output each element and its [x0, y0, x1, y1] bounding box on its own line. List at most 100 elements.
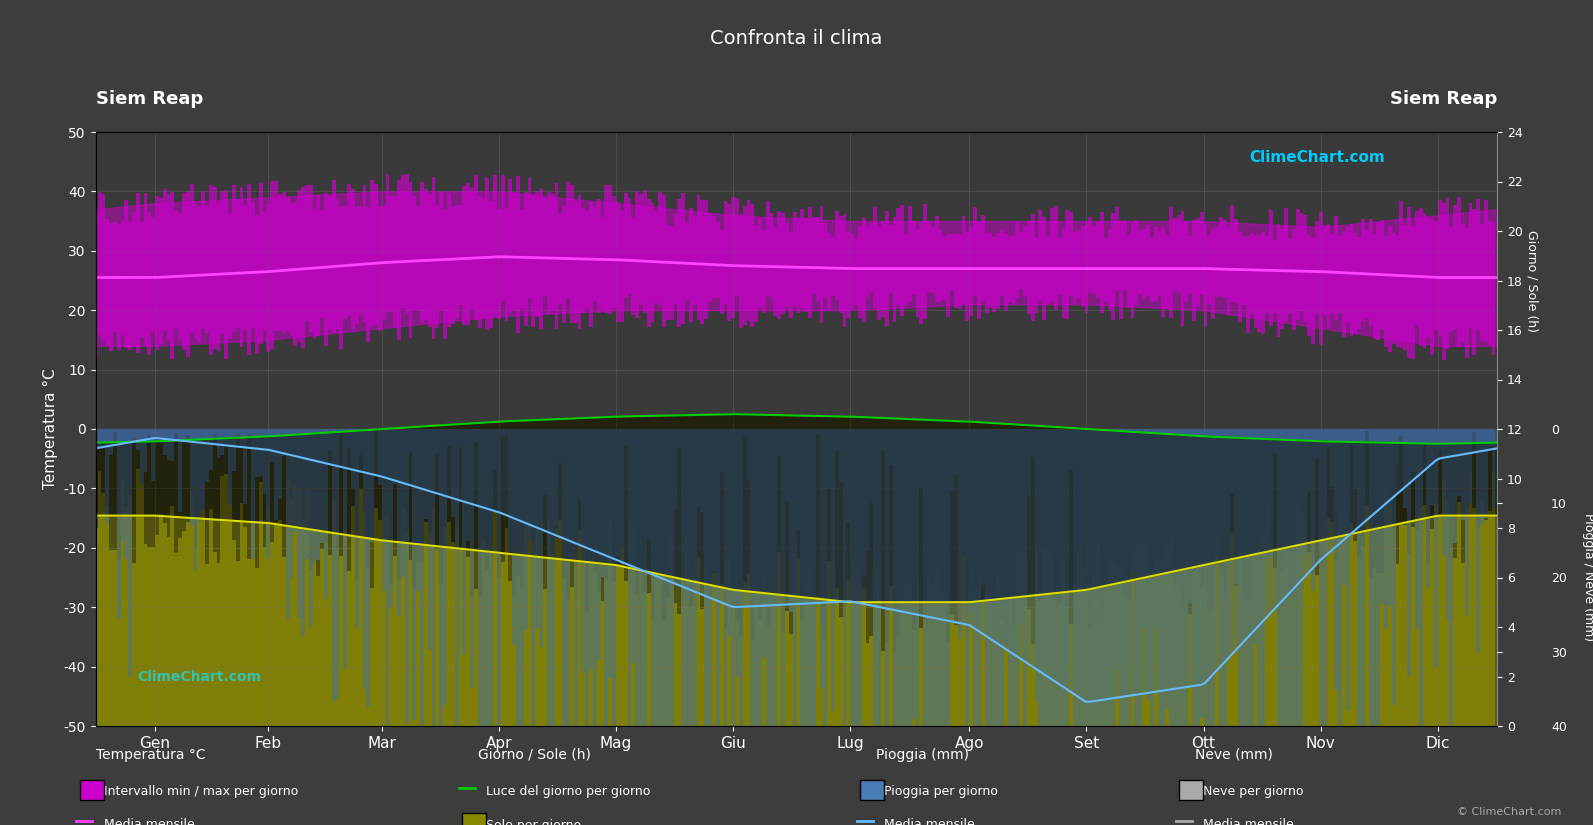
Bar [734, 414, 739, 621]
Bar [279, 194, 282, 331]
Bar [1015, 429, 1020, 726]
Bar [178, 429, 182, 512]
Bar [1004, 424, 1008, 645]
Bar [408, 560, 413, 726]
Bar [984, 429, 989, 726]
Bar [1180, 211, 1185, 326]
Text: Pioggia (mm): Pioggia (mm) [876, 748, 969, 762]
Bar [604, 417, 609, 580]
Bar [113, 222, 116, 332]
Bar [854, 238, 859, 305]
Bar [1480, 429, 1485, 524]
Bar [220, 191, 225, 333]
Bar [1284, 429, 1289, 726]
Bar [1230, 437, 1235, 532]
Bar [473, 175, 478, 320]
Bar [628, 429, 631, 726]
Bar [1346, 530, 1349, 726]
Bar [1265, 429, 1270, 558]
Bar [108, 442, 113, 549]
Bar [429, 426, 432, 532]
Bar [167, 429, 170, 460]
Bar [1085, 429, 1088, 726]
Bar [116, 442, 121, 559]
Bar [186, 440, 190, 522]
Bar [508, 421, 513, 581]
Bar [538, 420, 543, 527]
Bar [151, 217, 155, 332]
Bar [1227, 558, 1230, 726]
Bar [981, 601, 984, 726]
Bar [323, 429, 328, 599]
Bar [900, 429, 905, 726]
Bar [1164, 544, 1169, 726]
Bar [233, 438, 236, 540]
Bar [1300, 512, 1303, 726]
Bar [178, 441, 182, 538]
Bar [132, 563, 135, 726]
Bar [1077, 232, 1080, 298]
Bar [1442, 480, 1445, 726]
Bar [486, 422, 489, 570]
Bar [682, 415, 685, 580]
Bar [927, 420, 930, 578]
Bar [320, 549, 323, 726]
Bar [946, 429, 949, 726]
Bar [715, 414, 720, 573]
Bar [382, 429, 386, 592]
Bar [320, 433, 323, 549]
Bar [1360, 219, 1365, 321]
Bar [616, 563, 620, 726]
Bar [1142, 432, 1145, 537]
Bar [981, 422, 984, 601]
Bar [1211, 429, 1215, 726]
Bar [350, 429, 355, 488]
Bar [1115, 207, 1120, 291]
Bar [562, 419, 566, 578]
Bar [244, 437, 247, 527]
Bar [220, 438, 225, 475]
Bar [612, 582, 616, 726]
Bar [473, 589, 478, 726]
Bar [1085, 429, 1088, 583]
Bar [943, 236, 946, 299]
Bar [878, 429, 881, 726]
Bar [789, 232, 793, 318]
Bar [824, 416, 827, 640]
Bar [870, 417, 873, 636]
Bar [405, 530, 408, 726]
Bar [478, 422, 481, 597]
Bar [140, 441, 143, 483]
Bar [1185, 429, 1188, 726]
Bar [969, 422, 973, 563]
Bar [312, 433, 317, 560]
Bar [1219, 217, 1223, 296]
Bar [274, 429, 279, 521]
Bar [1273, 440, 1276, 568]
Bar [927, 221, 930, 292]
Bar [274, 436, 279, 522]
Bar [193, 429, 198, 571]
Bar [1270, 210, 1273, 326]
Bar [650, 619, 655, 726]
Bar [639, 571, 644, 726]
Bar [789, 429, 793, 611]
Bar [728, 429, 731, 636]
Bar [620, 546, 624, 726]
Bar [769, 415, 774, 575]
Bar [1284, 554, 1289, 726]
Bar [1338, 236, 1341, 314]
Bar [919, 420, 924, 629]
Bar [570, 185, 573, 323]
Bar [1373, 567, 1376, 726]
Bar [723, 201, 728, 304]
Bar [1458, 197, 1461, 347]
Bar [1466, 228, 1469, 358]
Bar [663, 429, 666, 726]
Bar [174, 429, 178, 432]
Bar [489, 551, 494, 726]
Bar [1085, 222, 1088, 314]
Bar [301, 519, 304, 726]
Bar [1131, 223, 1134, 318]
Bar [593, 429, 597, 726]
